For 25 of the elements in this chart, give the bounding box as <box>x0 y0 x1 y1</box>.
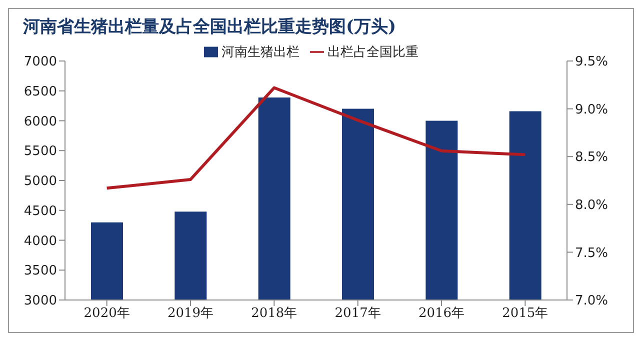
y-tick-label: 4500 <box>24 204 57 219</box>
chart-title: 河南省生猪出栏量及占全国出栏比重走势图(万头) <box>22 16 398 39</box>
y2-tick-label: 9.5% <box>575 54 608 70</box>
legend-label: 河南生猪出栏 <box>222 45 300 60</box>
legend-label: 出栏占全国比重 <box>328 45 418 60</box>
y-tick-label: 6500 <box>24 84 57 100</box>
y2-tick-label: 9.0% <box>575 102 608 118</box>
x-tick-label: 2019年 <box>167 306 214 322</box>
y2-tick-label: 7.5% <box>575 246 608 261</box>
y-tick-label: 5000 <box>24 174 57 190</box>
y-tick-label: 4000 <box>24 234 57 249</box>
x-tick-label: 2015年 <box>502 306 548 322</box>
y-tick-label: 3000 <box>24 294 57 309</box>
y-tick-label: 6000 <box>24 114 57 130</box>
y2-tick-label: 7.0% <box>575 294 608 309</box>
line-series <box>105 86 527 190</box>
y-tick-label: 5500 <box>24 144 57 160</box>
x-tick-label: 2016年 <box>418 306 465 322</box>
x-tick-label: 2017年 <box>334 306 381 322</box>
y2-tick-label: 8.0% <box>575 198 608 214</box>
y-tick-label: 3500 <box>24 264 57 279</box>
x-tick-label: 2018年 <box>251 306 298 322</box>
y-tick-label: 7000 <box>24 54 57 70</box>
y2-tick-label: 8.5% <box>575 150 608 166</box>
x-tick-label: 2020年 <box>84 306 130 322</box>
